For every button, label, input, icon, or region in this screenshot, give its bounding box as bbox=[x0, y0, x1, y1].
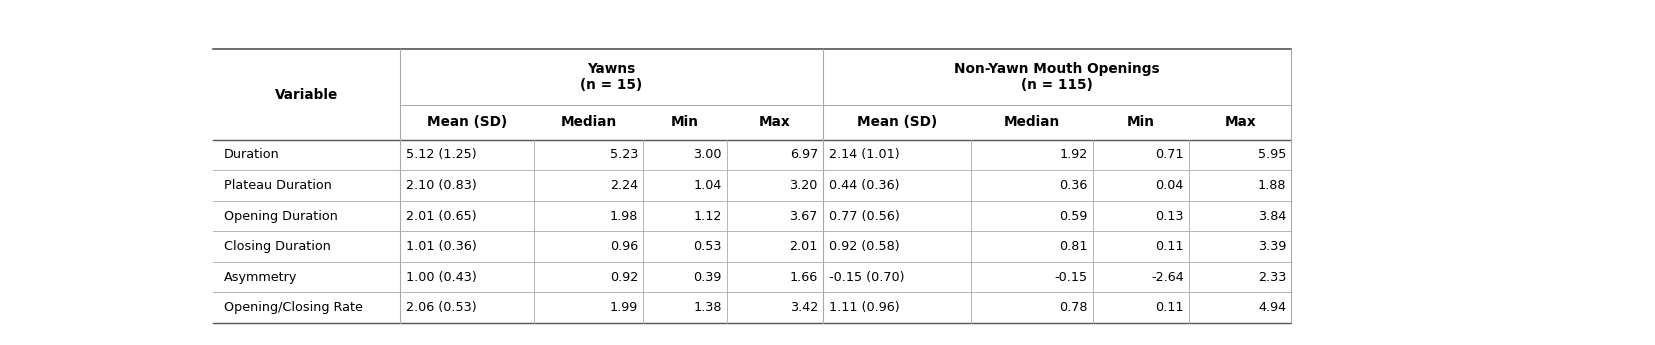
Text: 0.36: 0.36 bbox=[1059, 179, 1087, 192]
Text: 4.94: 4.94 bbox=[1258, 301, 1286, 314]
Text: Yawns
(n = 15): Yawns (n = 15) bbox=[579, 62, 642, 92]
Text: 0.81: 0.81 bbox=[1058, 240, 1087, 253]
Text: 2.10 (0.83): 2.10 (0.83) bbox=[405, 179, 477, 192]
Text: 2.06 (0.53): 2.06 (0.53) bbox=[405, 301, 477, 314]
Text: 1.99: 1.99 bbox=[609, 301, 637, 314]
Text: 0.11: 0.11 bbox=[1155, 240, 1183, 253]
Text: 1.04: 1.04 bbox=[693, 179, 722, 192]
Text: Max: Max bbox=[1223, 116, 1254, 129]
Text: 5.12 (1.25): 5.12 (1.25) bbox=[405, 148, 477, 161]
Text: 6.97: 6.97 bbox=[789, 148, 818, 161]
Text: 0.04: 0.04 bbox=[1155, 179, 1183, 192]
Text: 0.92: 0.92 bbox=[609, 271, 637, 284]
Text: 3.67: 3.67 bbox=[789, 209, 818, 223]
Text: 2.24: 2.24 bbox=[609, 179, 637, 192]
Text: Closing Duration: Closing Duration bbox=[223, 240, 331, 253]
Text: 1.11 (0.96): 1.11 (0.96) bbox=[829, 301, 900, 314]
Text: 3.39: 3.39 bbox=[1258, 240, 1286, 253]
Text: 1.00 (0.43): 1.00 (0.43) bbox=[405, 271, 477, 284]
Text: 1.92: 1.92 bbox=[1059, 148, 1087, 161]
Text: Median: Median bbox=[561, 116, 617, 129]
Text: 1.66: 1.66 bbox=[789, 271, 818, 284]
Text: Max: Max bbox=[758, 116, 789, 129]
Text: 2.01 (0.65): 2.01 (0.65) bbox=[405, 209, 477, 223]
Text: 0.78: 0.78 bbox=[1058, 301, 1087, 314]
Text: 2.14 (1.01): 2.14 (1.01) bbox=[829, 148, 900, 161]
Text: 0.13: 0.13 bbox=[1155, 209, 1183, 223]
Text: Plateau Duration: Plateau Duration bbox=[223, 179, 331, 192]
Text: 1.88: 1.88 bbox=[1258, 179, 1286, 192]
Text: Variable: Variable bbox=[275, 88, 338, 101]
Text: 0.59: 0.59 bbox=[1059, 209, 1087, 223]
Text: Min: Min bbox=[1125, 116, 1154, 129]
Text: -0.15: -0.15 bbox=[1054, 271, 1087, 284]
Text: 2.33: 2.33 bbox=[1258, 271, 1286, 284]
Text: 1.12: 1.12 bbox=[693, 209, 722, 223]
Text: Median: Median bbox=[1003, 116, 1059, 129]
Text: Non-Yawn Mouth Openings
(n = 115): Non-Yawn Mouth Openings (n = 115) bbox=[953, 62, 1160, 92]
Text: 5.23: 5.23 bbox=[609, 148, 637, 161]
Text: 0.53: 0.53 bbox=[693, 240, 722, 253]
Text: 3.42: 3.42 bbox=[789, 301, 818, 314]
Text: Min: Min bbox=[670, 116, 698, 129]
Text: Opening Duration: Opening Duration bbox=[223, 209, 338, 223]
Text: Asymmetry: Asymmetry bbox=[223, 271, 296, 284]
Text: -0.15 (0.70): -0.15 (0.70) bbox=[829, 271, 904, 284]
Text: 0.39: 0.39 bbox=[693, 271, 722, 284]
Text: 3.20: 3.20 bbox=[789, 179, 818, 192]
Text: Mean (SD): Mean (SD) bbox=[427, 116, 506, 129]
Text: 0.11: 0.11 bbox=[1155, 301, 1183, 314]
Text: Mean (SD): Mean (SD) bbox=[856, 116, 937, 129]
Text: 5.95: 5.95 bbox=[1258, 148, 1286, 161]
Text: 1.98: 1.98 bbox=[609, 209, 637, 223]
Text: 2.01: 2.01 bbox=[789, 240, 818, 253]
Text: 0.71: 0.71 bbox=[1155, 148, 1183, 161]
Text: 3.00: 3.00 bbox=[693, 148, 722, 161]
Text: -2.64: -2.64 bbox=[1150, 271, 1183, 284]
Text: 0.96: 0.96 bbox=[609, 240, 637, 253]
Text: 0.92 (0.58): 0.92 (0.58) bbox=[829, 240, 900, 253]
Text: 0.44 (0.36): 0.44 (0.36) bbox=[829, 179, 899, 192]
Text: 1.38: 1.38 bbox=[693, 301, 722, 314]
Text: Opening/Closing Rate: Opening/Closing Rate bbox=[223, 301, 362, 314]
Text: 1.01 (0.36): 1.01 (0.36) bbox=[405, 240, 477, 253]
Text: 3.84: 3.84 bbox=[1258, 209, 1286, 223]
Text: 0.77 (0.56): 0.77 (0.56) bbox=[829, 209, 900, 223]
Text: Duration: Duration bbox=[223, 148, 280, 161]
